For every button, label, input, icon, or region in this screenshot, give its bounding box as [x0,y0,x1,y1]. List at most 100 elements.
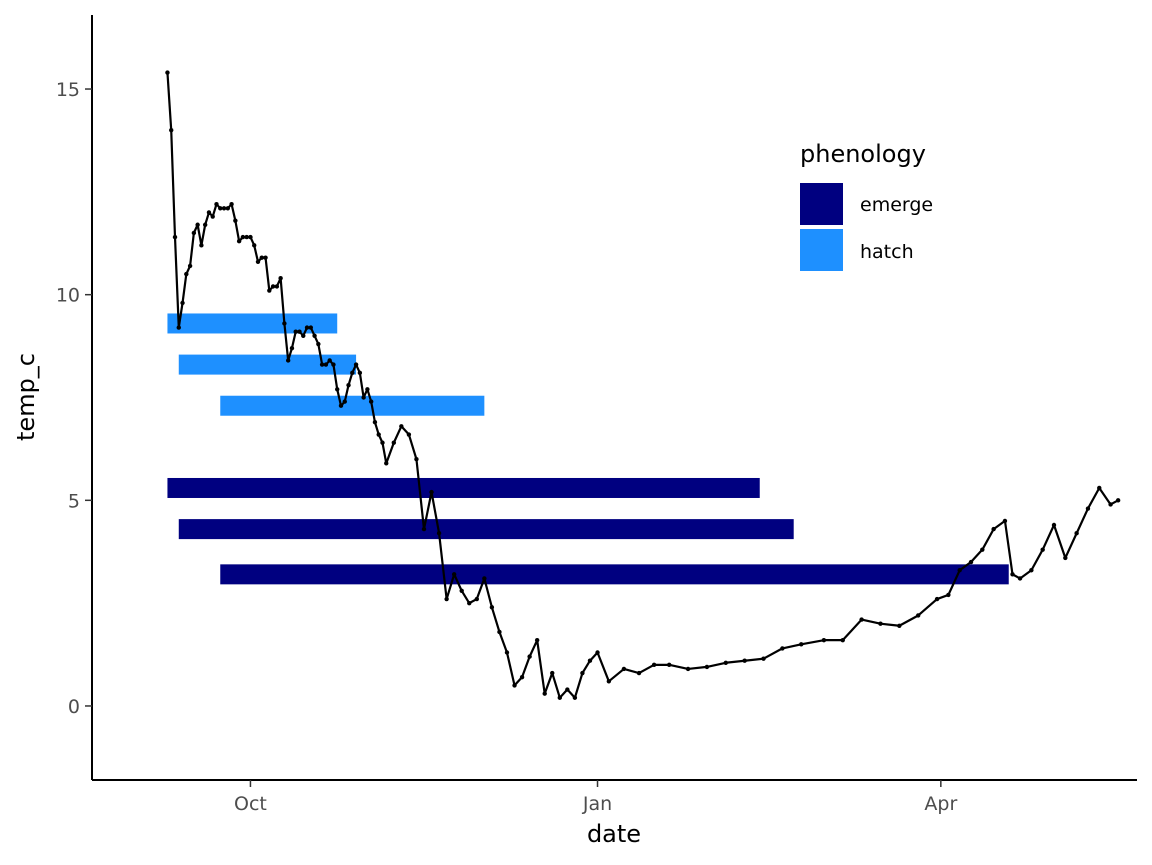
temperature-point [557,695,562,700]
phenology-bar-emerge-4 [167,477,760,498]
temperature-point [316,341,321,347]
temperature-point [248,234,253,240]
temperature-point [195,222,200,227]
temperature-point [169,127,174,133]
temperature-point [206,210,212,215]
temperature-point [482,576,487,581]
temperature-point [346,382,351,388]
temperature-point [236,239,242,244]
temperature-point [840,637,845,643]
y-tick-label: 5 [68,490,80,512]
temperature-point [368,399,374,404]
legend-swatch-hatch [800,229,843,271]
temperature-point [991,526,996,532]
temperature-point [240,234,246,240]
temperature-point [467,600,472,606]
temperature-point [636,670,642,676]
temperature-point [1017,576,1023,581]
temperature-point [327,358,332,363]
temperature-point [459,588,464,594]
temperature-point [365,387,370,392]
temperature-point [1010,572,1015,577]
temperature-point [1040,547,1045,552]
temperature-point [278,276,283,281]
temperature-point [267,288,272,293]
y-ticks: 0 5 10 15 [56,79,92,718]
temperature-point [263,255,268,260]
temperature-point [312,333,317,339]
temperature-point [497,629,502,635]
temperature-point [1074,531,1079,536]
temperature-point [1051,522,1057,528]
temperature-point [259,255,264,260]
temperature-point [550,670,555,676]
temperature-point [172,234,178,240]
temperature-point [527,654,532,659]
phenology-bar-emerge-5 [178,519,794,540]
temperature-point [512,683,517,688]
temperature-point [202,222,208,227]
legend-label-emerge: emerge [860,194,933,216]
y-tick-label: 0 [68,696,80,718]
temperature-point [565,687,570,692]
x-axis-title: date [587,820,641,848]
temperature-point [338,403,344,408]
temperature-point [572,695,578,700]
temperature-point [342,399,347,404]
temperature-point [444,596,449,602]
temperature-point [289,345,295,351]
temperature-point [199,243,204,248]
temperature-point [274,284,280,289]
temperature-point [421,526,427,532]
temperature-point [595,650,600,655]
temperature-point [282,321,287,326]
temperature-point [384,461,389,466]
temperature-point [780,646,785,651]
temperature-point [957,568,962,573]
temperature-point [165,70,170,75]
temperature-point [621,666,627,672]
temperature-series [165,70,1121,700]
temperature-point [429,489,434,495]
temperature-point [225,206,231,211]
temperature-point [350,370,355,376]
temperature-point [233,218,238,223]
temperature-point [214,201,219,207]
temperature-point [704,664,710,670]
temperature-point [606,679,612,684]
temperature-point [1002,518,1008,524]
y-tick-label: 15 [56,79,80,101]
temperature-point [534,637,540,643]
temperature-point [799,642,804,647]
x-ticks: Oct Jan Apr [234,780,957,815]
temperature-point [252,243,257,248]
temperature-point [187,263,193,269]
temperature-point [542,691,547,696]
x-tick-label: Jan [582,793,612,815]
temperature-point [176,325,181,330]
temperature-point [319,362,325,367]
temperature-point [210,214,215,219]
temperature-point [255,259,261,264]
temperature-point [391,440,397,445]
temperature-point [761,656,766,661]
temperature-point [1115,498,1121,503]
temperature-point [980,547,985,552]
temperature-point [878,621,883,626]
temperature-point [229,201,234,207]
temperature-point [685,666,691,672]
phenology-bar-hatch-2 [178,354,357,375]
temperature-point [357,370,363,376]
temperature-point [504,650,510,655]
axes [91,15,1137,781]
temperature-point [297,329,302,334]
temperature-point [580,670,585,676]
temperature-point [1097,485,1102,491]
temperature-point [184,271,189,277]
legend-title: phenology [800,140,926,168]
temperature-point [1063,555,1068,561]
temperature-point [308,325,314,330]
temperature-point [301,333,306,339]
temperature-point [331,362,336,367]
